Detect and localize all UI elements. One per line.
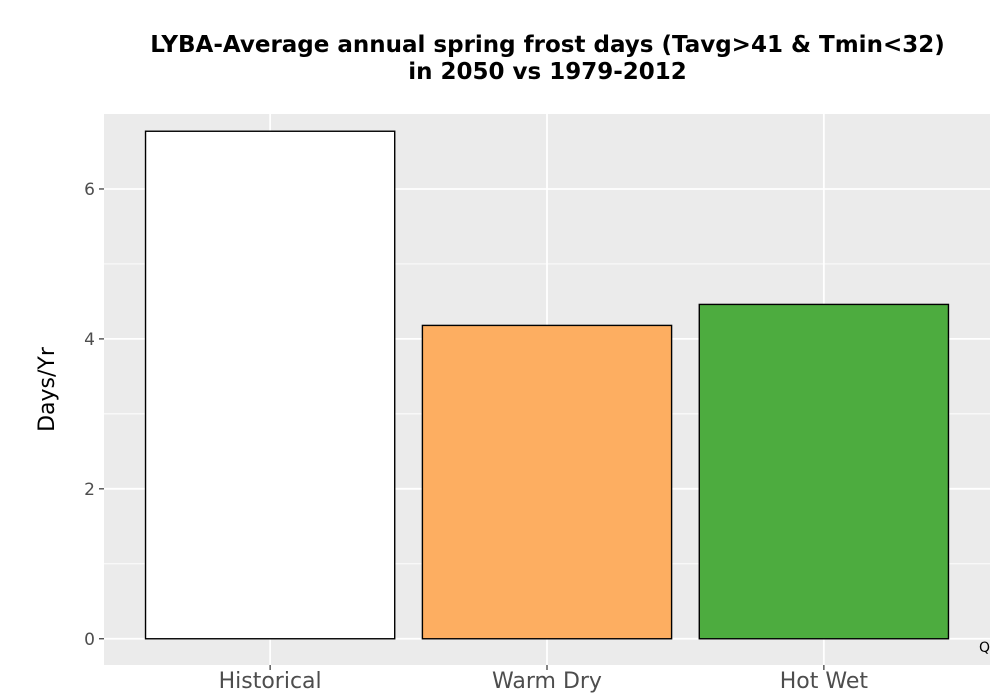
corner-annotation: Q	[979, 640, 991, 656]
bar-hot-wet	[698, 303, 950, 640]
y-tick-label: 6	[84, 180, 95, 200]
y-axis-label: Days/Yr	[35, 346, 60, 432]
bars	[144, 130, 950, 640]
x-tick-label: Historical	[219, 669, 322, 694]
bar-warm-dry	[421, 324, 673, 640]
chart-title-line-2: in 2050 vs 1979-2012	[408, 59, 687, 85]
y-axis-ticks: 0 2 4 6	[84, 180, 104, 650]
x-axis-ticks: Historical Warm Dry Hot Wet	[219, 665, 869, 694]
y-tick-label: 0	[84, 630, 95, 650]
y-tick-label: 4	[84, 330, 95, 350]
y-tick-label: 2	[84, 480, 95, 500]
chart-title-line-1: LYBA-Average annual spring frost days (T…	[150, 32, 945, 58]
x-tick-label: Hot Wet	[780, 669, 869, 694]
x-tick-label: Warm Dry	[492, 669, 602, 694]
bar-historical	[144, 130, 396, 640]
